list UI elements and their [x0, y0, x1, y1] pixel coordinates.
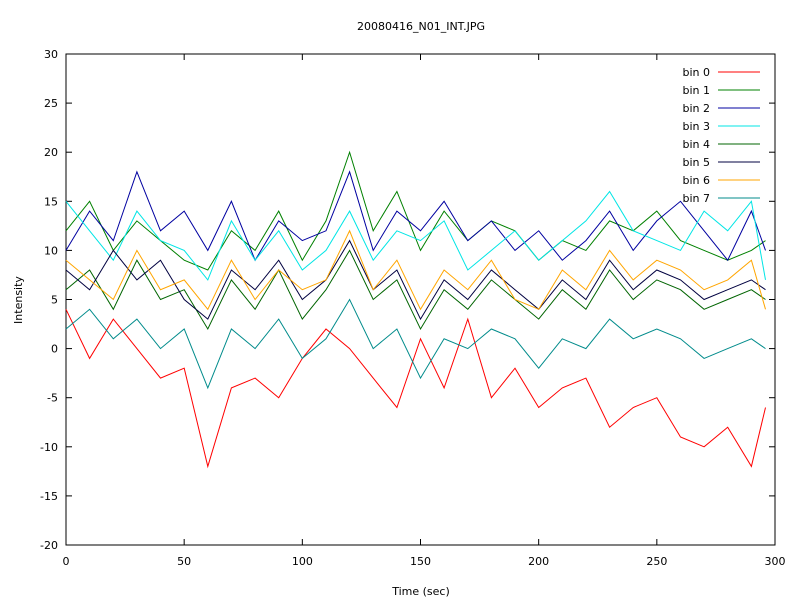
y-tick-label: -20 [40, 539, 58, 552]
legend-label: bin 1 [682, 84, 710, 97]
y-tick-label: 30 [44, 48, 58, 61]
x-tick-label: 100 [292, 555, 313, 568]
y-tick-label: 20 [44, 146, 58, 159]
series-line-bin-3 [65, 190, 766, 281]
x-tick-label: 300 [765, 555, 786, 568]
legend-label: bin 3 [682, 120, 710, 133]
y-tick-label: 0 [51, 343, 58, 356]
legend-label: bin 7 [682, 192, 710, 205]
legend: bin 0 bin 1 bin 2 bin 3 bin 4 bin 5 bin 6 bin 7 [682, 66, 760, 205]
x-axis-label: Time (sec) [391, 585, 450, 598]
series-line-bin-4 [65, 249, 766, 331]
y-tick-label: 5 [51, 294, 58, 307]
y-tick-label: -5 [47, 392, 58, 405]
x-tick-label: 200 [528, 555, 549, 568]
y-axis-label: Intensity [12, 276, 25, 324]
legend-label: bin 4 [682, 138, 710, 151]
chart-title: 20080416_N01_INT.JPG [357, 20, 485, 33]
x-tick-label: 150 [410, 555, 431, 568]
legend-label: bin 5 [682, 156, 710, 169]
legend-label: bin 6 [682, 174, 710, 187]
y-tick-label: 10 [44, 244, 58, 257]
series-line-bin-5 [65, 239, 766, 321]
x-tick-label: 250 [646, 555, 667, 568]
series-line-bin-6 [65, 229, 766, 311]
axes: 0 50 100 150 200 250 300 -20 -15 -10 -5 0 5 10 15 20 25 3… [40, 48, 785, 568]
series-line-bin-7 [65, 298, 766, 390]
x-tick-label: 0 [63, 555, 70, 568]
series-lines [65, 150, 766, 469]
plot-frame [65, 53, 776, 546]
series-line-bin-1 [65, 150, 766, 271]
legend-label: bin 0 [682, 66, 710, 79]
series-line-bin-0 [65, 309, 766, 469]
y-tick-label: 25 [44, 97, 58, 110]
y-tick-label: -15 [40, 490, 58, 503]
series-line-bin-2 [65, 170, 766, 262]
legend-label: bin 2 [682, 102, 710, 115]
x-tick-label: 50 [177, 555, 191, 568]
y-tick-label: -10 [40, 441, 58, 454]
y-tick-label: 15 [44, 195, 58, 208]
